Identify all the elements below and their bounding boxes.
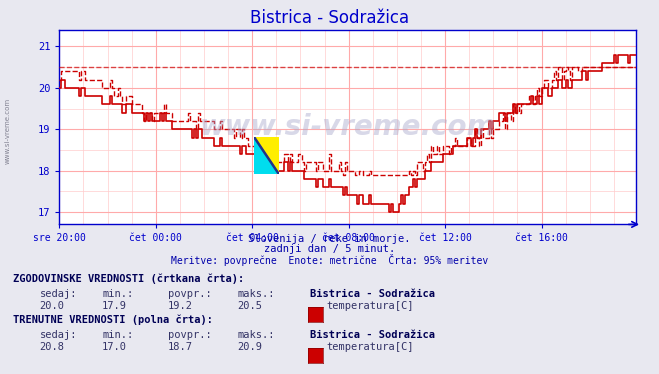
Text: Bistrica - Sodražica: Bistrica - Sodražica — [310, 289, 435, 299]
Polygon shape — [254, 137, 279, 174]
Text: povpr.:: povpr.: — [168, 330, 212, 340]
Text: maks.:: maks.: — [237, 289, 275, 299]
Text: 20.9: 20.9 — [237, 342, 262, 352]
Text: Meritve: povprečne  Enote: metrične  Črta: 95% meritev: Meritve: povprečne Enote: metrične Črta:… — [171, 254, 488, 266]
Text: www.si-vreme.com: www.si-vreme.com — [5, 98, 11, 164]
Text: Slovenija / reke in morje.: Slovenija / reke in morje. — [248, 234, 411, 244]
Text: 18.7: 18.7 — [168, 342, 193, 352]
Text: sedaj:: sedaj: — [40, 330, 77, 340]
Text: Bistrica - Sodražica: Bistrica - Sodražica — [310, 330, 435, 340]
Text: ZGODOVINSKE VREDNOSTI (črtkana črta):: ZGODOVINSKE VREDNOSTI (črtkana črta): — [13, 273, 244, 283]
Text: min.:: min.: — [102, 289, 133, 299]
Polygon shape — [254, 137, 279, 174]
Text: sedaj:: sedaj: — [40, 289, 77, 299]
Text: 19.2: 19.2 — [168, 301, 193, 311]
Text: min.:: min.: — [102, 330, 133, 340]
Text: 20.5: 20.5 — [237, 301, 262, 311]
Text: zadnji dan / 5 minut.: zadnji dan / 5 minut. — [264, 244, 395, 254]
Text: temperatura[C]: temperatura[C] — [326, 342, 414, 352]
Text: www.si-vreme.com: www.si-vreme.com — [200, 113, 496, 141]
Text: 17.9: 17.9 — [102, 301, 127, 311]
Text: Bistrica - Sodražica: Bistrica - Sodražica — [250, 9, 409, 27]
Text: TRENUTNE VREDNOSTI (polna črta):: TRENUTNE VREDNOSTI (polna črta): — [13, 314, 213, 325]
Text: povpr.:: povpr.: — [168, 289, 212, 299]
Text: 20.0: 20.0 — [40, 301, 65, 311]
Text: 17.0: 17.0 — [102, 342, 127, 352]
Text: maks.:: maks.: — [237, 330, 275, 340]
Text: temperatura[C]: temperatura[C] — [326, 301, 414, 311]
Text: 20.8: 20.8 — [40, 342, 65, 352]
